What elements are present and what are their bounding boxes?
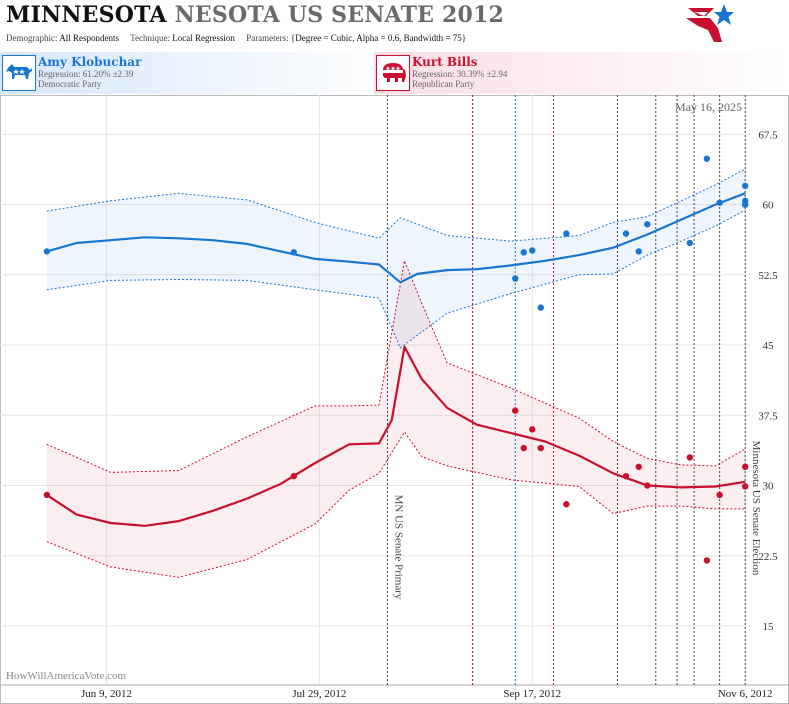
trend-line [46,345,746,527]
y-tick-label: 67.5 [758,129,778,141]
republican-elephant-icon [376,55,410,91]
candidate-name-bills: Kurt Bills [412,55,478,69]
poll-point [635,463,642,470]
lower-bound-line [46,431,746,578]
upper-bound-line [46,259,746,473]
title-bar: MINNESOTA NESOTA US SENATE 2012 Demograp… [0,0,789,48]
poll-point [716,491,723,499]
event-label: Minnesota US Senate Election [750,441,762,576]
poll-point [512,407,519,414]
y-tick-label: 15 [763,621,775,633]
poll-point [290,472,298,480]
poll-point [741,463,749,470]
regression-klobuchar: Regression: 61.20% ±2.39 [38,69,134,79]
y-tick-label: 45 [763,340,775,352]
poll-point [741,201,749,208]
poll-point [635,248,642,255]
demographic-label: Demographic: [6,33,58,43]
y-tick-label: 37.5 [758,410,778,422]
title-state: MINNESOTA [6,2,167,28]
technique-label: Technique: [130,33,170,43]
x-tick-label: Jun 9, 2012 [81,688,132,700]
poll-point [520,249,527,256]
poll-point [537,444,544,452]
regression-bills: Regression: 30.39% ±2.94 [412,69,508,79]
y-tick-label: 30 [763,481,775,493]
poll-point [563,230,570,237]
poll-point [563,501,570,508]
poll-point [644,221,651,228]
poll-point [644,482,651,489]
parameters-label: Parameters: [246,33,289,43]
lower-bound-line [46,209,746,349]
demographic-value: All Respondents [59,33,119,43]
site-logo-icon [686,4,734,42]
date-label: May 16, 2025 [675,100,742,114]
technique-value: Local Regression [172,33,235,43]
poll-point [529,426,536,433]
parameters-value: {Degree = Cubic, Alpha = 0.6, Bandwidth … [290,33,467,43]
poll-point [512,275,519,282]
party-bills: Republican Party [412,79,475,89]
poll-point [716,199,723,206]
poll-point [622,230,630,237]
candidate-card-bills: Kurt Bills Regression: 30.39% ±2.94 Repu… [374,52,789,94]
poll-point [686,239,694,247]
x-tick-label: Nov 6, 2012 [718,688,773,700]
poll-point [537,304,544,311]
candidate-card-klobuchar: Amy Klobuchar Regression: 61.20% ±2.39 D… [0,52,390,94]
confidence-band [46,260,746,578]
y-tick-label: 52.5 [758,270,778,282]
candidate-name-klobuchar: Amy Klobuchar [38,55,142,69]
trend-line [46,192,746,284]
poll-point [529,247,536,254]
y-tick-label: 22.5 [758,551,778,563]
poll-point [43,248,51,255]
y-tick-label: 60 [763,200,775,212]
title-race: NESOTA US SENATE 2012 [174,2,505,28]
poll-point [520,444,527,452]
poll-point [290,249,298,256]
party-klobuchar: Democratic Party [38,79,102,89]
poll-point [703,155,711,162]
poll-point [703,557,711,564]
upper-bound-line [46,168,746,242]
x-tick-label: Sep 17, 2012 [503,688,561,700]
event-label: MN US Senate Primary [393,495,405,600]
confidence-band [46,169,746,348]
poll-point [741,182,749,190]
watermark: HowWillAmericaVote.com [6,670,126,682]
poll-chart: 15 22.5 30 37.5 45 52.5 60 67.5 Jun 9, 2012 Jul 2… [0,95,789,704]
poll-point [622,472,630,480]
poll-point [686,454,694,461]
x-tick-label: Jul 29, 2012 [292,688,346,700]
page-title: MINNESOTA NESOTA US SENATE 2012 [6,2,504,28]
democratic-donkey-icon [2,55,36,91]
poll-point [43,491,51,499]
chart-parameters: Demographic: All Respondents Technique: … [6,33,466,43]
poll-point [741,483,749,490]
